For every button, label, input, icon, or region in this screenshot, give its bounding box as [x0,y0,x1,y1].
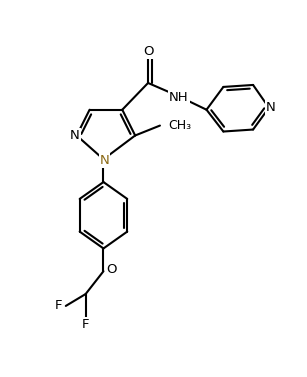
Text: NH: NH [169,91,188,104]
Text: N: N [99,154,109,167]
Text: O: O [106,263,117,276]
Text: N: N [266,101,276,114]
Text: CH₃: CH₃ [168,119,191,132]
Text: F: F [54,299,62,313]
Text: O: O [143,45,153,58]
Text: F: F [82,318,89,331]
Text: N: N [70,129,80,142]
